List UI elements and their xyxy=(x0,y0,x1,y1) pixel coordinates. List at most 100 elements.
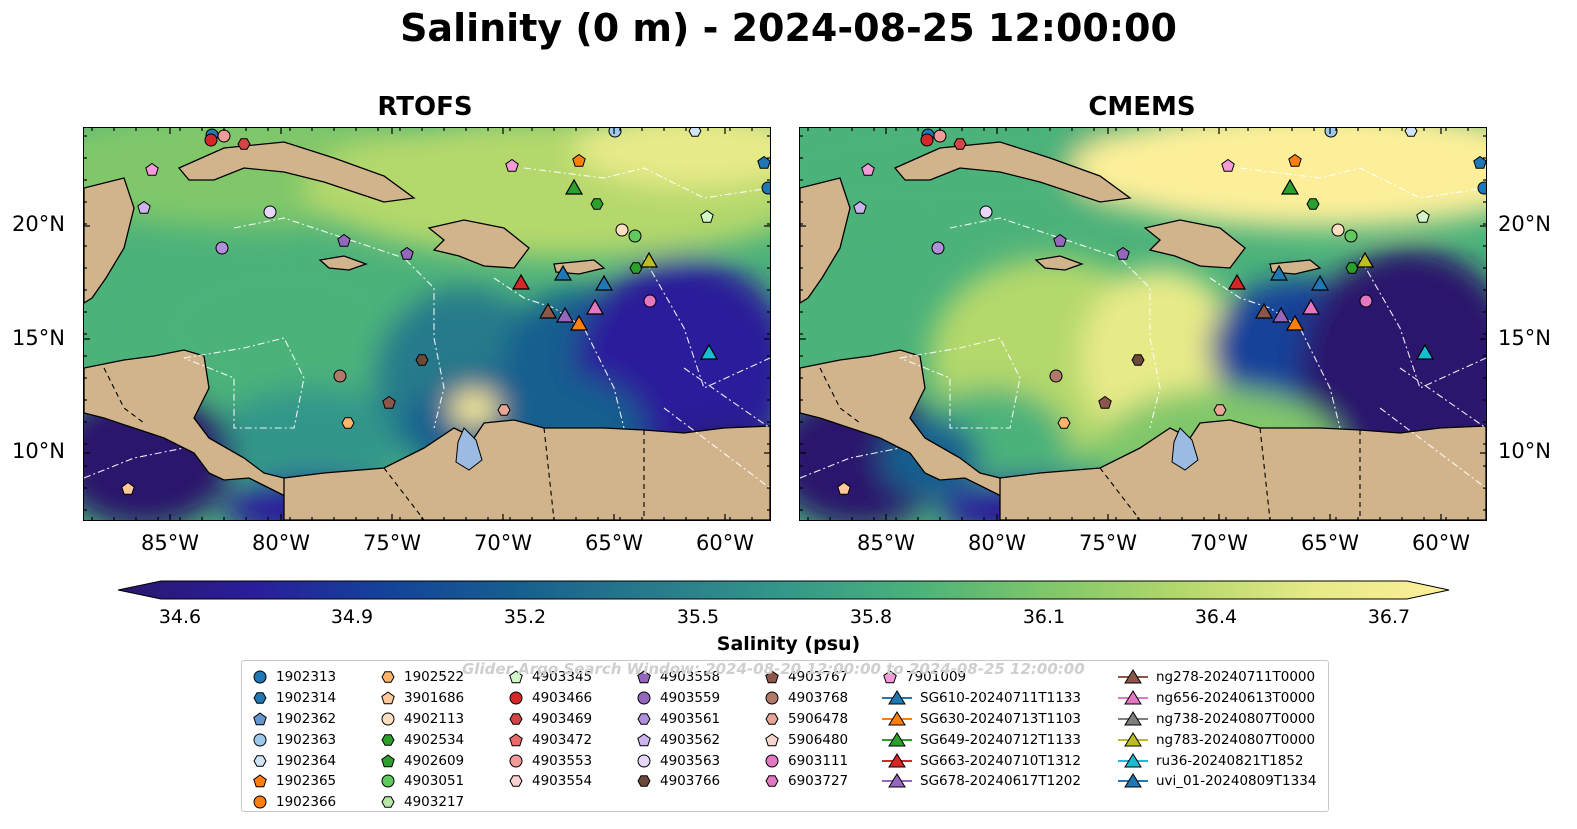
legend-entry: 4903051 xyxy=(380,771,464,792)
glider-triangle-marker xyxy=(511,273,531,290)
colorbar-gradient xyxy=(117,580,1450,600)
legend-entry: 4902609 xyxy=(380,750,464,771)
glider-triangle-marker xyxy=(1310,274,1330,291)
legend-entry-label: 1902362 xyxy=(276,710,337,727)
float-markers xyxy=(121,128,770,495)
legend-entry-label: uvi_01-20240809T1334 xyxy=(1156,773,1317,790)
argo-float-pentagon-marker xyxy=(121,481,135,495)
legend-entry: SG678-20240617T1202 xyxy=(882,771,1081,792)
legend-entry: 1902313 xyxy=(252,667,336,688)
circle-marker-icon xyxy=(765,691,779,705)
colorbar-tick-label: 35.5 xyxy=(676,606,720,628)
pentagon-marker-icon xyxy=(509,733,523,747)
lon-tick-label: 85°W xyxy=(141,531,199,555)
legend-entry-label: 4903559 xyxy=(660,690,721,707)
legend-entry-label: 6903727 xyxy=(788,773,849,790)
legend-entry-label: 4903553 xyxy=(532,752,593,769)
colorbar-tick-label: 35.2 xyxy=(503,606,547,628)
colorbar xyxy=(117,580,1450,600)
colorbar-tick-label: 36.4 xyxy=(1194,606,1238,628)
legend-entry: ng278-20240711T0000 xyxy=(1118,667,1316,688)
lon-tick-label: 65°W xyxy=(585,531,643,555)
legend-entry-label: SG610-20240711T1133 xyxy=(920,690,1081,707)
legend-entry-label: SG678-20240617T1202 xyxy=(920,773,1081,790)
glider-triangle-marker xyxy=(594,274,614,291)
hexagon-marker-icon xyxy=(637,713,651,725)
pentagon-marker-icon xyxy=(253,712,267,726)
argo-float-pentagon-marker xyxy=(145,162,159,176)
argo-float-hexagon-marker xyxy=(237,138,251,150)
pentagon-marker-icon xyxy=(509,670,523,684)
glider-triangle-marker xyxy=(585,298,605,315)
hispaniola-land xyxy=(1143,219,1246,269)
hexagon-marker-icon xyxy=(253,754,267,767)
argo-float-hexagon-marker xyxy=(1306,198,1320,210)
circle-marker-icon xyxy=(253,795,267,809)
argo-float-pentagon-marker xyxy=(757,155,770,169)
legend-entry-label: 4903345 xyxy=(532,669,593,686)
argo-float-pentagon-marker xyxy=(861,162,875,176)
legend-entry: 5906480 xyxy=(764,729,848,750)
legend-entry: 4903768 xyxy=(764,688,848,709)
argo-float-pentagon-marker xyxy=(382,395,396,409)
cuba-land xyxy=(893,141,1132,203)
legend-entry-label: 4903472 xyxy=(532,731,593,748)
legend-entry-label: 5906480 xyxy=(788,731,849,748)
argo-float-circle-marker xyxy=(931,241,945,255)
triangle-marker-icon xyxy=(1118,690,1148,705)
map-canvas xyxy=(800,128,1486,520)
legend-entry: 7901009 xyxy=(882,667,1081,688)
lon-tick-label: 75°W xyxy=(1079,531,1137,555)
argo-float-circle-marker xyxy=(1344,229,1358,243)
circle-marker-icon xyxy=(253,670,267,684)
argo-float-circle-marker xyxy=(217,129,231,143)
legend-column: 1902522 3901686 4902113 4902534 4902609 49030… xyxy=(380,667,464,813)
puerto-rico-land xyxy=(553,259,606,275)
argo-float-circle-marker xyxy=(608,128,622,138)
legend-entry: 4902113 xyxy=(380,709,464,730)
legend-entry-label: 6903111 xyxy=(788,752,849,769)
argo-float-circle-marker xyxy=(615,223,629,237)
lon-tick-label: 85°W xyxy=(857,531,915,555)
legend-entry-label: 5906478 xyxy=(788,710,849,727)
argo-float-circle-marker xyxy=(933,129,947,143)
hexagon-marker-icon xyxy=(381,671,395,684)
legend-entry: 1902365 xyxy=(252,771,336,792)
argo-float-circle-marker xyxy=(761,181,770,195)
circle-marker-icon xyxy=(381,712,395,726)
legend-entry-label: 4903766 xyxy=(660,773,721,790)
argo-float-circle-marker xyxy=(643,294,657,308)
legend-entry: 4903563 xyxy=(636,750,720,771)
legend-entry-label: 4903767 xyxy=(788,669,849,686)
argo-float-pentagon-marker xyxy=(837,481,851,495)
legend-entry-label: 1902364 xyxy=(276,752,337,769)
legend-entry-label: 4903563 xyxy=(660,752,721,769)
argo-float-circle-marker xyxy=(263,205,277,219)
glider-triangle-marker xyxy=(1271,306,1291,323)
argo-float-pentagon-marker xyxy=(853,200,867,214)
legend-entry-label: 4903561 xyxy=(660,710,721,727)
pentagon-marker-icon xyxy=(765,733,779,747)
lake-maracaibo xyxy=(1171,427,1199,471)
legend-entry-label: 4902609 xyxy=(404,752,465,769)
legend-entry: 6903111 xyxy=(764,750,848,771)
jamaica-land xyxy=(318,255,368,271)
panel-title-rtofs: RTOFS xyxy=(377,92,473,122)
lon-tick-label: 60°W xyxy=(1412,531,1470,555)
legend-column: 4903558 4903559 4903561 4903562 4903563 49037… xyxy=(636,667,720,792)
legend-entry-label: 4902534 xyxy=(404,731,465,748)
frame-ticks xyxy=(800,128,1486,520)
circle-marker-icon xyxy=(637,754,651,768)
legend-entry: SG649-20240712T1133 xyxy=(882,729,1081,750)
legend-entry-label: 4903562 xyxy=(660,731,721,748)
lat-tick-label: 10°N xyxy=(12,439,65,463)
argo-float-pentagon-marker xyxy=(1053,233,1067,247)
legend-entry-label: 1902363 xyxy=(276,731,337,748)
glider-triangle-marker xyxy=(1254,302,1274,319)
legend-entry: 5906478 xyxy=(764,709,848,730)
rtofs-map-panel xyxy=(83,127,771,521)
hispaniola-land xyxy=(427,219,530,269)
argo-float-hexagon-marker xyxy=(497,404,511,416)
lake-maracaibo xyxy=(455,427,483,471)
legend-entry-label: ng783-20240807T0000 xyxy=(1156,731,1316,748)
